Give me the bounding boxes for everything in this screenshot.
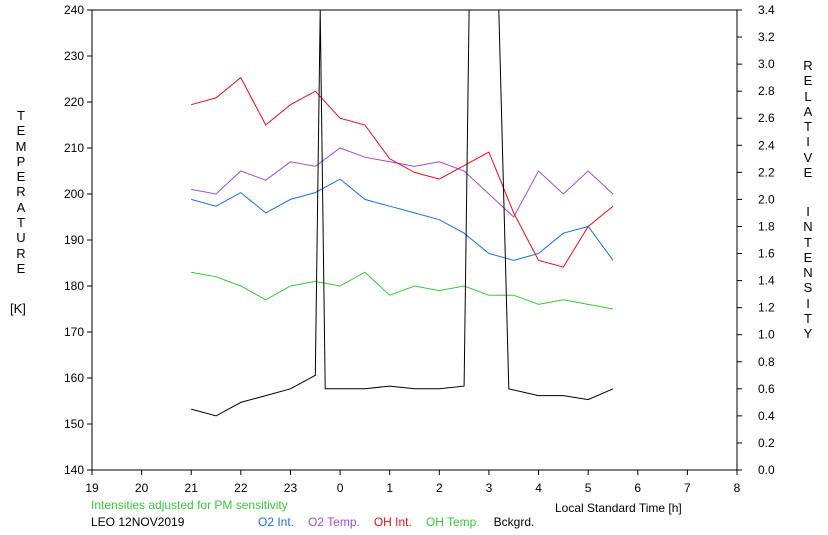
right-tick-label: 2.8 bbox=[758, 84, 775, 98]
right-tick-label: 0.0 bbox=[758, 463, 775, 477]
right-axis-title-letter: R bbox=[803, 58, 813, 73]
series-line-4 bbox=[191, 271, 614, 310]
x-tick-label: 8 bbox=[734, 481, 741, 495]
left-tick-label: 160 bbox=[64, 371, 84, 385]
right-axis-title-letter: L bbox=[804, 88, 812, 104]
left-tick-label: 140 bbox=[64, 463, 84, 477]
right-tick-label: 1.2 bbox=[758, 301, 775, 315]
x-tick-label: 2 bbox=[436, 481, 443, 495]
right-tick-label: 2.0 bbox=[758, 192, 775, 206]
x-tick-label: 21 bbox=[185, 481, 199, 495]
right-axis-title-letter: I bbox=[806, 134, 810, 150]
series-line-2 bbox=[191, 147, 614, 218]
left-tick-label: 220 bbox=[64, 95, 84, 109]
left-tick-label: 240 bbox=[64, 3, 84, 17]
x-tick-label: 5 bbox=[585, 481, 592, 495]
x-tick-label: 20 bbox=[135, 481, 149, 495]
left-tick-label: 200 bbox=[64, 187, 84, 201]
x-tick-label: 0 bbox=[337, 481, 344, 495]
left-tick-label: 230 bbox=[64, 49, 84, 63]
right-axis-title-letter: A bbox=[803, 103, 813, 119]
left-axis-title-letter: P bbox=[16, 153, 26, 169]
right-tick-label: 1.4 bbox=[758, 274, 775, 288]
left-axis-title-letter: E bbox=[16, 260, 26, 276]
left-axis-unit: [K] bbox=[10, 301, 26, 316]
right-axis-title-letter: E bbox=[803, 165, 813, 181]
right-axis-title-letter: N bbox=[803, 265, 813, 281]
right-axis-title-letter: E bbox=[803, 73, 813, 89]
series-line-1 bbox=[191, 178, 614, 261]
left-tick-label: 190 bbox=[64, 233, 84, 247]
left-axis: 140 150 160 170 180 190 200 210 220 230 240 bbox=[64, 3, 92, 477]
x-tick-label: 4 bbox=[535, 481, 542, 495]
legend-item: Bckgrd. bbox=[493, 515, 535, 529]
x-tick-label: 1 bbox=[386, 481, 393, 495]
right-axis-title-letter: V bbox=[803, 149, 813, 165]
left-axis-title-letter: A bbox=[16, 199, 26, 215]
series-line-3 bbox=[191, 76, 614, 268]
left-axis-title-letter: E bbox=[16, 123, 26, 139]
left-axis-title-letter: R bbox=[16, 184, 26, 200]
left-axis-title-letter: U bbox=[16, 230, 26, 246]
right-tick-label: 2.2 bbox=[758, 165, 775, 179]
legend-item: O2 Int. bbox=[258, 515, 295, 529]
right-axis-title-letter: S bbox=[803, 280, 813, 296]
right-axis-title-letter: N bbox=[803, 219, 813, 235]
right-tick-label: 3.0 bbox=[758, 57, 775, 71]
left-tick-label: 210 bbox=[64, 141, 84, 155]
left-axis-title-letter: M bbox=[15, 138, 27, 154]
right-tick-label: 1.0 bbox=[758, 328, 775, 342]
right-axis-title-letter: T bbox=[804, 119, 812, 135]
x-axis-label: Local Standard Time [h] bbox=[555, 501, 682, 515]
left-tick-label: 180 bbox=[64, 279, 84, 293]
left-axis-title-letter: T bbox=[17, 108, 25, 123]
right-tick-label: 0.8 bbox=[758, 355, 775, 369]
x-tick-label: 6 bbox=[634, 481, 641, 495]
left-axis-title-letter: R bbox=[16, 245, 26, 261]
series-line-5 bbox=[191, 9, 614, 417]
x-tick-label: 19 bbox=[85, 481, 99, 495]
adjust-note: Intensities adjusted for PM sensitivity bbox=[91, 498, 288, 512]
right-tick-label: 2.4 bbox=[758, 138, 775, 152]
x-tick-label: 7 bbox=[684, 481, 691, 495]
site-date: LEO 12NOV2019 bbox=[91, 515, 185, 529]
legend-item: OH Int. bbox=[373, 515, 412, 529]
right-axis-title-letter: I bbox=[806, 295, 810, 311]
legend-item: O2 Temp. bbox=[308, 515, 360, 529]
plot-frame bbox=[91, 9, 738, 471]
right-tick-label: 3.4 bbox=[758, 3, 775, 17]
right-axis-title-letter: I bbox=[806, 204, 810, 219]
x-tick-label: 22 bbox=[234, 481, 248, 495]
x-tick-label: 3 bbox=[486, 481, 493, 495]
right-tick-label: 1.6 bbox=[758, 247, 775, 261]
right-axis-title-letter: T bbox=[804, 311, 812, 327]
right-tick-label: 3.2 bbox=[758, 30, 775, 44]
legend: O2 Int. O2 Temp. OH Int. OH Temp. Bckgrd. bbox=[258, 515, 534, 529]
left-tick-label: 150 bbox=[64, 417, 84, 431]
right-tick-label: 0.4 bbox=[758, 409, 775, 423]
right-axis: 0.0 0.2 0.4 0.6 0.8 1.0 1.2 1.4 1.6 1.8 2.0 2.2 2.4 2… bbox=[737, 3, 775, 477]
right-tick-label: 0.2 bbox=[758, 436, 775, 450]
right-axis-title-letter: E bbox=[803, 249, 813, 265]
right-tick-label: 0.6 bbox=[758, 382, 775, 396]
left-axis-title-letter: E bbox=[16, 169, 26, 185]
x-tick-label: 23 bbox=[284, 481, 298, 495]
right-tick-label: 1.8 bbox=[758, 219, 775, 233]
right-axis-title-letter: Y bbox=[803, 326, 813, 342]
legend-item: OH Temp. bbox=[425, 515, 480, 529]
series-lines bbox=[191, 9, 614, 417]
left-tick-label: 170 bbox=[64, 325, 84, 339]
right-axis-title-letter: T bbox=[804, 234, 812, 250]
right-tick-label: 2.6 bbox=[758, 111, 775, 125]
x-axis: 19 20 21 22 23 0 1 2 3 4 5 6 7 8 bbox=[85, 470, 741, 495]
left-axis-title-letter: T bbox=[17, 215, 25, 231]
